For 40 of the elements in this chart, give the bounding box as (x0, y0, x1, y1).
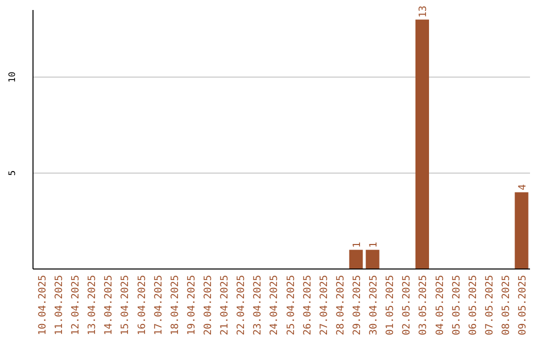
x-tick-label: 04.05.2025 (434, 275, 446, 336)
x-tick-label: 21.04.2025 (220, 275, 231, 336)
x-tick-label: 10.04.2025 (37, 275, 48, 336)
x-tick-label: 15.04.2025 (120, 275, 132, 336)
x-tick-label: 26.04.2025 (302, 275, 314, 336)
x-tick-label: 09.05.2025 (518, 275, 529, 336)
x-tick-label: 25.04.2025 (286, 275, 297, 336)
x-tick-label: 19.04.2025 (186, 275, 198, 336)
x-tick-label: 20.04.2025 (203, 275, 214, 336)
x-tick-label: 02.05.2025 (402, 275, 413, 336)
x-tick-label: 12.04.2025 (70, 275, 82, 336)
x-tick-label: 14.04.2025 (104, 275, 115, 336)
x-tick-label: 17.04.2025 (153, 275, 164, 336)
bar (514, 192, 528, 269)
x-tick-label: 28.04.2025 (335, 275, 346, 336)
y-tick-label: 10 (8, 72, 18, 83)
bar (349, 250, 363, 269)
x-tick-label: 27.04.2025 (318, 275, 330, 336)
x-tick-label: 11.04.2025 (54, 275, 65, 336)
y-tick-label: 5 (8, 170, 18, 176)
data-label: 1 (352, 242, 363, 248)
x-tick-label: 13.04.2025 (87, 275, 98, 336)
x-tick-label: 18.04.2025 (170, 275, 181, 336)
x-tick-label: 30.04.2025 (368, 275, 380, 336)
x-tick-label: 06.05.2025 (468, 275, 479, 336)
x-tick-label: 05.05.2025 (451, 275, 462, 336)
x-tick-label: 23.04.2025 (252, 275, 264, 336)
x-tick-label: 07.05.2025 (484, 275, 496, 336)
x-tick-label: 16.04.2025 (136, 275, 148, 336)
x-tick-label: 24.04.2025 (269, 275, 280, 336)
x-tick-label: 08.05.2025 (501, 275, 512, 336)
bar (366, 250, 380, 269)
x-tick-label: 03.05.2025 (418, 275, 430, 336)
data-label: 1 (368, 242, 380, 248)
bar (415, 20, 430, 269)
data-label: 4 (518, 184, 529, 190)
x-tick-label: 22.04.2025 (236, 275, 248, 336)
x-tick-label: 01.05.2025 (385, 275, 396, 336)
data-label: 13 (418, 6, 430, 18)
x-tick-label: 29.04.2025 (352, 275, 363, 336)
